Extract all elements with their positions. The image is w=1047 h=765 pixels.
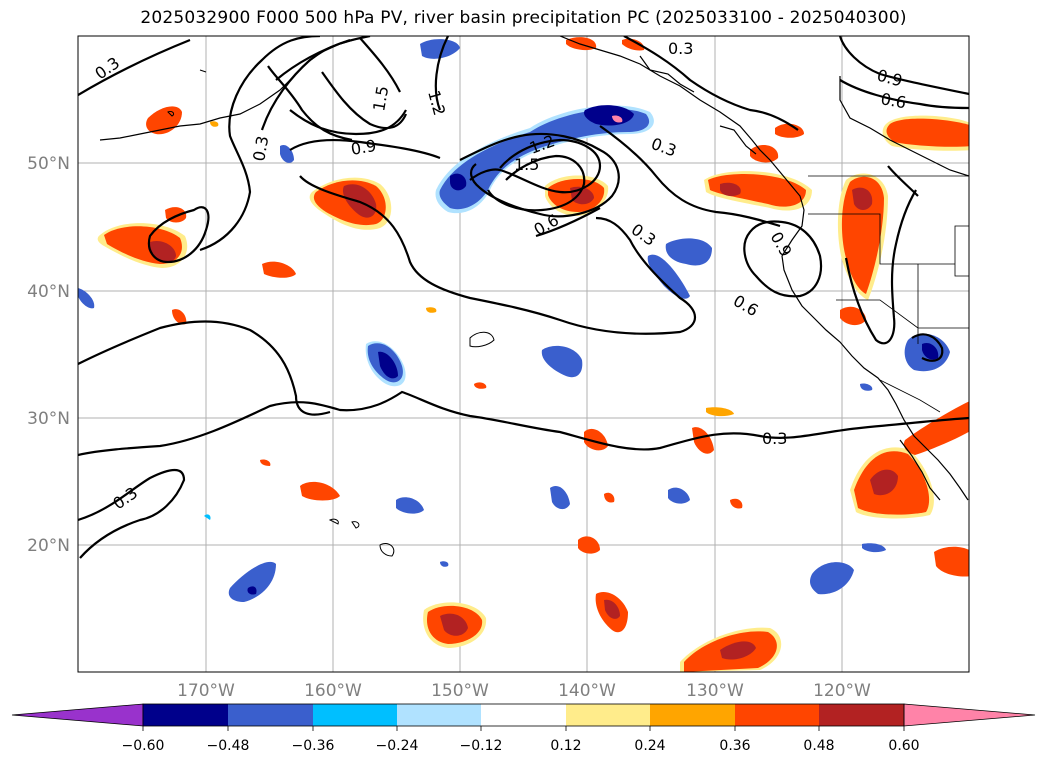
negative-precip-areas	[78, 39, 950, 602]
map-title: 2025032900 F000 500 hPa PV, river basin …	[140, 8, 907, 28]
lon-label: 130°W	[686, 681, 744, 701]
colorbar-tick-label: 0.24	[634, 738, 665, 754]
contour-label: 1.5	[514, 155, 539, 174]
colorbar: −0.60 −0.48 −0.36 −0.24 −0.12 0.12 0.24 …	[11, 703, 1036, 754]
contour-label: 0.6	[879, 89, 907, 112]
colorbar-tick-label: −0.48	[207, 738, 250, 754]
colorbar-tick-label: 0.48	[803, 738, 834, 754]
lon-label: 120°W	[813, 681, 871, 701]
lon-label: 170°W	[177, 681, 235, 701]
colorbar-tick-label: −0.24	[376, 738, 419, 754]
colorbar-segment	[143, 704, 228, 726]
colorbar-segment	[228, 704, 313, 726]
colorbar-tick-label: −0.36	[292, 738, 335, 754]
lat-label: 50°N	[27, 154, 70, 174]
colorbar-extend-high	[903, 703, 1036, 727]
colorbar-tick-label: −0.12	[460, 738, 503, 754]
lat-label: 20°N	[27, 536, 70, 556]
lon-label: 150°W	[431, 681, 489, 701]
colorbar-tick-label: 0.60	[888, 738, 919, 754]
colorbar-tick-label: −0.60	[122, 738, 165, 754]
longitude-labels: 170°W 160°W 150°W 140°W 130°W 120°W	[177, 681, 871, 701]
contour-label: 1.5	[369, 84, 392, 112]
colorbar-segment	[819, 704, 904, 726]
lat-label: 40°N	[27, 282, 70, 302]
map-frame	[77, 35, 970, 673]
contour-label: 0.3	[249, 134, 272, 162]
lat-label: 30°N	[27, 409, 70, 429]
colorbar-tick-label: 0.12	[550, 738, 581, 754]
latitude-labels: 50°N 40°N 30°N 20°N	[27, 154, 70, 556]
colorbar-segment	[481, 704, 566, 726]
graticule	[78, 36, 969, 672]
contour-label: 0.3	[762, 429, 787, 448]
colorbar-segment	[735, 704, 819, 726]
lon-label: 160°W	[304, 681, 362, 701]
colorbar-segment	[397, 704, 481, 726]
contour-label: 0.3	[668, 39, 693, 58]
pv-contours	[78, 36, 969, 559]
colorbar-segment	[313, 704, 397, 726]
islands	[167, 69, 495, 557]
lon-label: 140°W	[558, 681, 616, 701]
colorbar-segment	[650, 704, 735, 726]
colorbar-tick-label: 0.36	[719, 738, 750, 754]
colorbar-extend-low	[11, 703, 144, 727]
colorbar-segment	[566, 704, 650, 726]
contour-label: 0.9	[349, 136, 377, 159]
